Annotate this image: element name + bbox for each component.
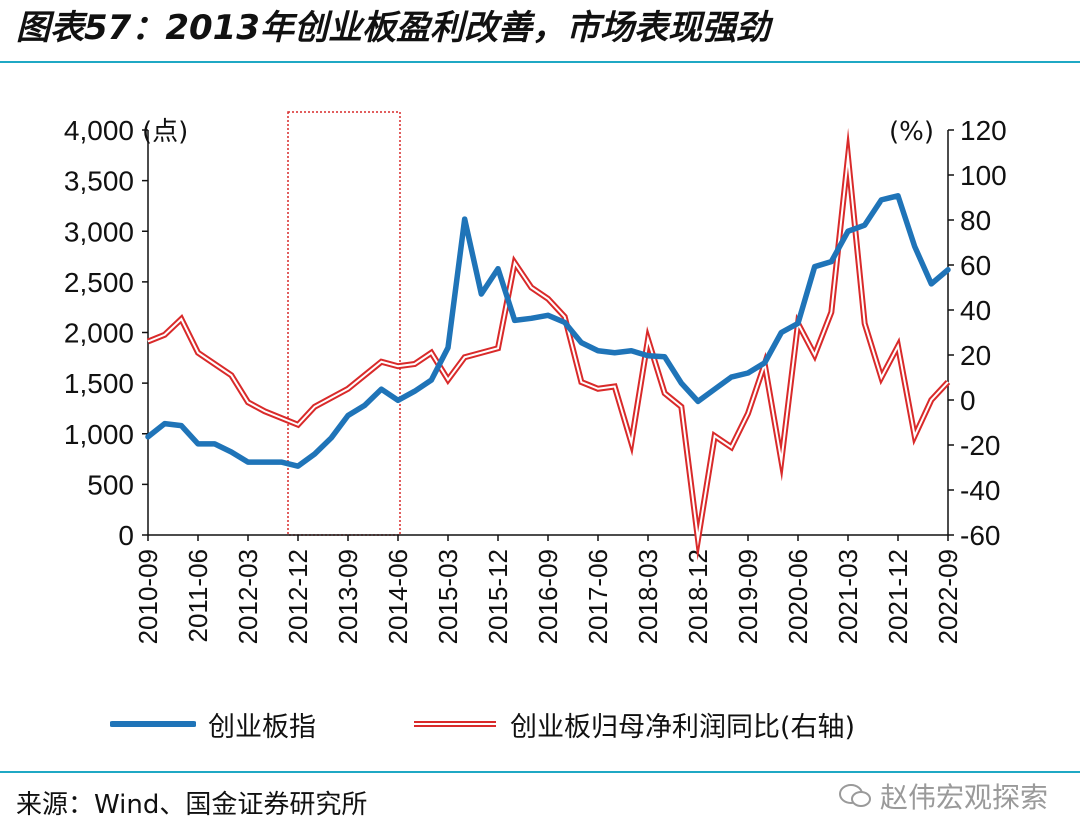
axes-layer: 0 500 1,000 1,500 2,000 2,500 3,000 3,500 4,000 -… [64,115,1007,644]
left-tick-label: 0 [118,520,134,551]
x-tick-label: 2018-12 [683,549,713,644]
chart-title: 图表57：2013年创业板盈利改善，市场表现强劲 [16,8,770,48]
left-tick-label: 2,000 [64,318,134,349]
profit-yoy-line [146,127,951,561]
x-tick-label: 2015-12 [483,549,513,644]
highlight-layer [287,111,401,536]
x-tick-label: 2018-03 [633,549,663,644]
x-tick-label: 2021-03 [833,549,863,644]
x-tick-label: 2016-09 [533,549,563,644]
x-tick-label: 2020-06 [783,549,813,644]
legend-label-index: 创业板指 [208,711,316,743]
left-tick-label: 1,000 [64,419,134,450]
source-note: 来源：Wind、国金证券研究所 [16,790,368,820]
right-tick-label: 60 [960,250,991,281]
x-tick-label: 2017-06 [583,549,613,644]
legend-item-index: 创业板指 [110,705,316,744]
left-tick-label: 3,000 [64,216,134,247]
left-axis-unit: (点) [142,117,188,147]
x-tick-label: 2019-09 [733,549,763,644]
top-divider [0,61,1080,63]
chinext-index-line [145,193,951,469]
right-tick-label: -60 [960,520,1000,551]
x-tick-label: 2021-12 [883,549,913,644]
x-tick-label: 2011-06 [183,549,213,643]
right-tick-label: 120 [960,115,1007,146]
right-tick-label: 20 [960,340,991,371]
right-axis-unit: (%) [889,117,934,147]
watermark: 赵伟宏观探索 [838,776,1048,816]
right-tick-label: -20 [960,430,1000,461]
left-tick-label: 3,500 [64,166,134,197]
right-tick-label: 100 [960,160,1007,191]
profit-yoy-line-inner [147,147,949,547]
x-tick-label: 2022-09 [933,549,963,644]
left-tick-label: 500 [87,469,134,500]
x-tick-label: 2012-12 [283,549,313,644]
series-layer [145,127,951,561]
x-tick-label: 2010-09 [133,549,163,644]
x-tick-label: 2012-03 [233,549,263,644]
right-tick-label: 0 [960,385,976,416]
wechat-icon [838,784,871,807]
left-tick-label: 1,500 [64,368,134,399]
legend-swatch-profit [414,721,496,727]
bottom-divider [0,771,1080,773]
x-tick-label: 2015-03 [433,549,463,644]
line-chart: 0 500 1,000 1,500 2,000 2,500 3,000 3,500 4,000 -… [64,111,1007,644]
right-tick-label: 80 [960,205,991,236]
legend-item-profit: 创业板归母净利润同比(右轴) [412,705,855,744]
x-tick-label: 2014-06 [383,549,413,644]
right-tick-label: 40 [960,295,991,326]
legend-swatch-index [110,721,196,727]
left-tick-label: 4,000 [64,115,134,146]
chart-legend: 创业板指 创业板归母净利润同比(右轴) [110,700,855,748]
legend-label-profit: 创业板归母净利润同比(右轴) [510,711,856,743]
watermark-text: 赵伟宏观探索 [879,781,1048,814]
x-tick-label: 2013-09 [333,549,363,644]
highlight-box [287,111,401,536]
right-tick-label: -40 [960,475,1000,506]
left-tick-label: 2,500 [64,267,134,298]
